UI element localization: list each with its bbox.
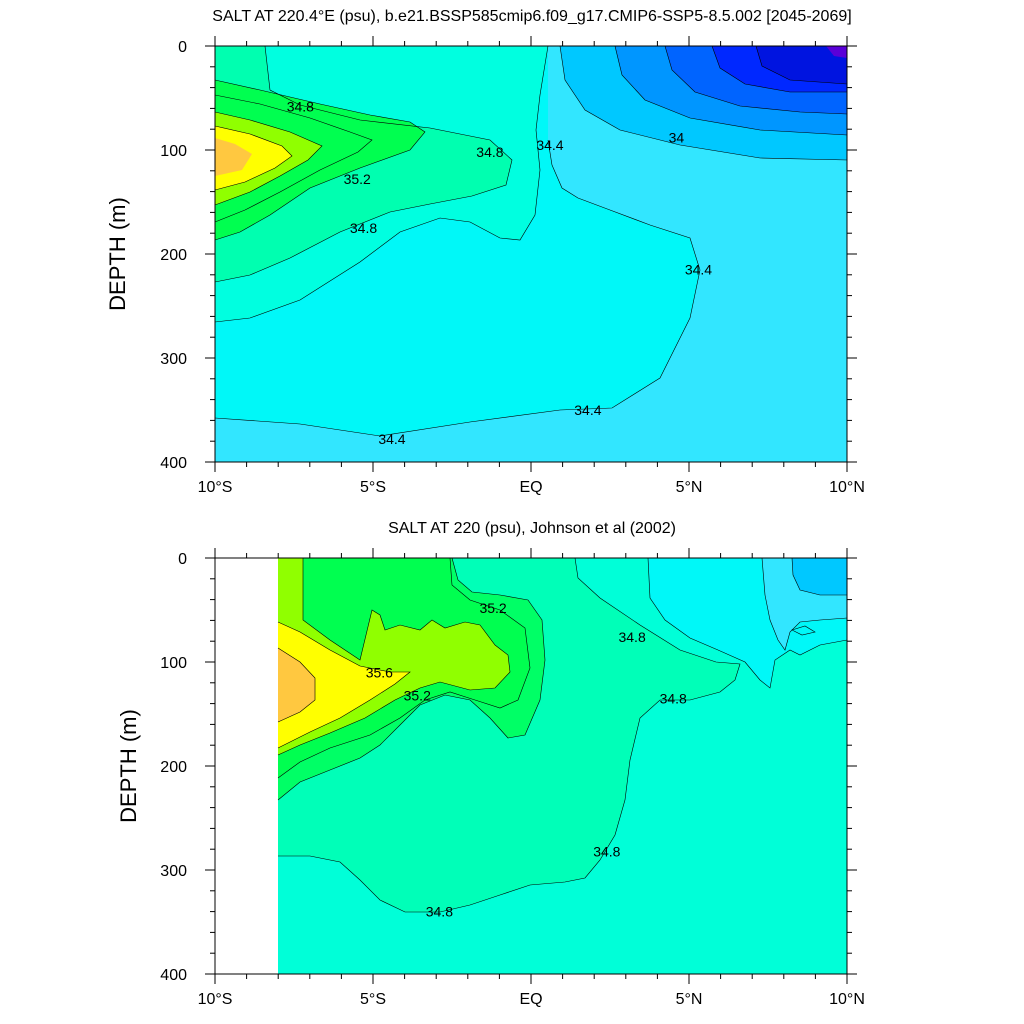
top-contour-label: 35.2 [344,171,371,187]
top-contour-label: 34.4 [574,402,601,418]
bottom-contour-label: 34.8 [593,843,620,859]
bottom-x-tick-label: 10°S [198,991,233,1008]
top-axes: 10°S 5°S EQ 5°N 10°N 0 100 200 300 400 [160,36,865,496]
bottom-x-tick-label: 5°N [676,991,703,1008]
top-contour-label: 34.8 [350,220,377,236]
svg-text:34.8: 34.8 [350,220,377,236]
top-contour-label: 34.4 [685,262,712,278]
top-contour-label: 34.8 [476,144,503,160]
top-y-axis-label: DEPTH (m) [105,197,130,311]
top-contour-label: 34.8 [287,98,314,114]
top-y-tick-label: 400 [160,455,187,472]
bottom-contour-fill [278,558,847,974]
svg-text:34.4: 34.4 [574,402,601,418]
bottom-y-tick-label: 200 [160,759,187,776]
bottom-x-tick-label: EQ [519,991,542,1008]
top-contour-lines [214,45,848,437]
svg-text:34.8: 34.8 [426,904,453,920]
top-band-34-2-deep [215,46,847,462]
bottom-panel-observed-section: SALT AT 220 (psu), Johnson et al (2002) [116,520,865,1008]
bottom-axes: 10°S 5°S EQ 5°N 10°N 0 100 200 300 400 [160,548,865,1008]
bottom-contour-label: 35.2 [404,687,431,703]
svg-text:34.8: 34.8 [287,98,314,114]
bottom-band-34-2 [792,558,847,595]
bottom-panel-title: SALT AT 220 (psu), Johnson et al (2002) [388,520,676,537]
top-y-tick-label: 0 [178,39,187,56]
bottom-contour-lines [277,557,848,913]
bottom-contour-label: 35.2 [479,600,506,616]
bottom-y-axis-label: DEPTH (m) [116,709,141,823]
svg-text:34.8: 34.8 [618,629,645,645]
top-panel-title: SALT AT 220.4°E (psu), b.e21.BSSP585cmip… [212,8,851,25]
bottom-y-tick-label: 0 [178,551,187,568]
top-y-tick-label: 100 [160,143,187,160]
svg-text:35.2: 35.2 [404,687,431,703]
top-contour-label: 34 [669,130,685,146]
bottom-contour-label: 34.8 [618,629,645,645]
svg-text:34.8: 34.8 [476,144,503,160]
bottom-y-tick-label: 400 [160,967,187,984]
bottom-x-tick-label: 10°N [829,991,865,1008]
bottom-y-tick-label: 300 [160,863,187,880]
top-band-35-8 [215,138,252,176]
top-contour-labels: 34.8 34.8 34.4 34 35.2 34.8 34.4 34.4 34.4 [287,98,713,447]
bottom-y-tick-label: 100 [160,655,187,672]
bottom-contour-label: 34.8 [660,690,687,706]
svg-text:35.2: 35.2 [479,600,506,616]
svg-text:34: 34 [669,130,685,146]
svg-text:35.2: 35.2 [344,171,371,187]
top-band-33-4 [756,46,847,84]
bottom-contour-labels: 35.2 34.8 35.6 35.2 34.8 34.8 34.8 [366,600,687,920]
top-band-33-2 [826,46,847,58]
top-contour-label: 34.4 [536,137,563,153]
svg-text:34.8: 34.8 [660,690,687,706]
svg-text:34.4: 34.4 [685,262,712,278]
bottom-contour-label: 35.6 [366,664,393,680]
bottom-contour-label: 34.8 [426,904,453,920]
top-x-tick-label: EQ [519,479,542,496]
top-panel-model-section: SALT AT 220.4°E (psu), b.e21.BSSP585cmip… [105,8,865,496]
top-x-tick-label: 10°N [829,479,865,496]
bottom-band-35-6 [278,622,410,748]
svg-text:35.6: 35.6 [366,664,393,680]
top-x-tick-label: 5°N [676,479,703,496]
top-y-tick-label: 300 [160,351,187,368]
top-contour-label: 34.4 [378,431,405,447]
svg-text:34.4: 34.4 [536,137,563,153]
top-x-tick-label: 5°S [360,479,386,496]
top-x-tick-label: 10°S [198,479,233,496]
bottom-x-tick-label: 5°S [360,991,386,1008]
top-band-35-6 [215,126,292,190]
svg-text:34.8: 34.8 [593,843,620,859]
bottom-band-35-8 [278,648,315,722]
svg-text:34.4: 34.4 [378,431,405,447]
top-y-tick-label: 200 [160,247,187,264]
